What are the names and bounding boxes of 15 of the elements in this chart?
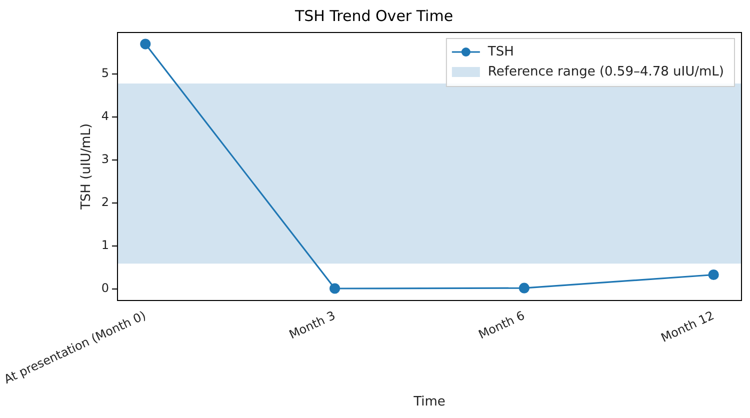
chart-title: TSH Trend Over Time [294,6,454,25]
point [518,282,530,294]
y-tick-label: 3 [101,152,109,166]
y-tick-label: 5 [101,66,109,80]
y-axis-title: TSH (uIU/mL) [78,123,94,211]
x-axis-title: Time [412,394,446,410]
legend-label: TSH [486,44,514,60]
point [708,269,719,280]
y-tick-label: 0 [101,281,109,296]
y-tick-label: 4 [101,109,109,124]
y-tick-label: 2 [101,195,109,210]
point [330,283,340,294]
legend-label: Reference range (0.59–4.78 uIU/mL) [488,64,724,80]
y-tick-label: 1 [101,238,109,252]
point [140,38,151,50]
